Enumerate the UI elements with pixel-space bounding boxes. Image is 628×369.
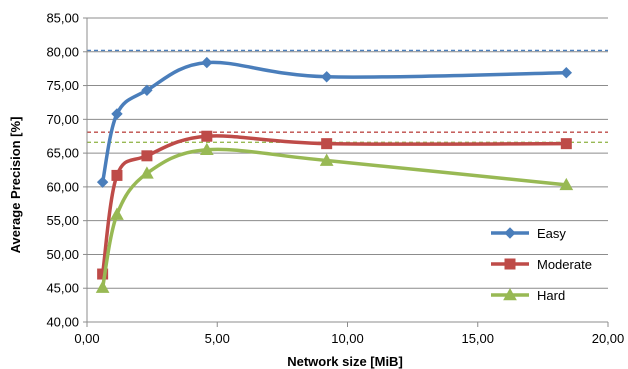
data-point-moderate	[201, 130, 213, 142]
x-tick-label: 0,00	[74, 331, 99, 346]
series-moderate	[97, 130, 572, 280]
reference-lines	[87, 49, 608, 143]
data-point-easy	[96, 176, 109, 188]
data-point-hard	[110, 207, 124, 220]
data-point-easy	[560, 67, 573, 79]
y-tick-label: 70,00	[46, 112, 79, 127]
legend: Easy Moderate Hard	[491, 226, 592, 303]
data-point-hard	[559, 177, 574, 191]
legend-label-easy: Easy	[537, 226, 566, 241]
data-point-hard	[319, 153, 334, 166]
legend-marker-hard	[503, 287, 517, 301]
legend-label-hard: Hard	[537, 288, 565, 303]
y-tick-label: 50,00	[46, 247, 79, 262]
gridlines	[87, 17, 608, 323]
y-tick-label: 55,00	[46, 213, 79, 228]
data-point-easy	[111, 108, 123, 120]
series-line-hard	[100, 147, 567, 288]
y-tick-label: 75,00	[46, 78, 79, 93]
y-tick-label: 60,00	[46, 179, 79, 194]
y-tick-label: 40,00	[46, 315, 79, 330]
legend-item-easy: Easy	[491, 226, 566, 241]
x-tick-label: 10,00	[331, 331, 364, 346]
x-tick-label: 15,00	[461, 331, 494, 346]
x-tick-label: 5,00	[205, 331, 230, 346]
y-tick-label: 80,00	[46, 44, 79, 59]
axes: 40,00 45,00 50,00 55,00 60,00 65,00 70,00 75,00…	[46, 11, 624, 347]
x-axis-title: Network size [MiB]	[287, 354, 403, 369]
legend-marker-easy	[504, 227, 516, 239]
data-point-hard	[199, 142, 214, 156]
data-point-moderate	[560, 138, 572, 150]
legend-item-moderate: Moderate	[491, 257, 592, 272]
data-point-hard	[140, 166, 154, 179]
legend-label-moderate: Moderate	[537, 257, 592, 272]
y-tick-label: 85,00	[46, 11, 79, 26]
y-tick-label: 65,00	[46, 146, 79, 161]
data-point-easy	[141, 84, 153, 96]
series-group	[95, 56, 574, 293]
data-point-moderate	[321, 138, 333, 150]
data-point-hard	[95, 280, 110, 293]
data-point-moderate	[141, 150, 153, 162]
data-point-moderate	[111, 169, 123, 181]
series-easy	[96, 56, 573, 188]
legend-item-hard: Hard	[491, 287, 565, 303]
legend-marker-moderate	[504, 258, 516, 270]
data-point-easy	[320, 71, 333, 83]
y-axis-title: Average Precision [%]	[8, 117, 23, 254]
series-line-easy	[100, 60, 567, 183]
series-hard	[95, 142, 574, 293]
x-tick-label: 20,00	[592, 331, 625, 346]
y-tick-label: 45,00	[46, 281, 79, 296]
data-point-easy	[201, 56, 213, 69]
